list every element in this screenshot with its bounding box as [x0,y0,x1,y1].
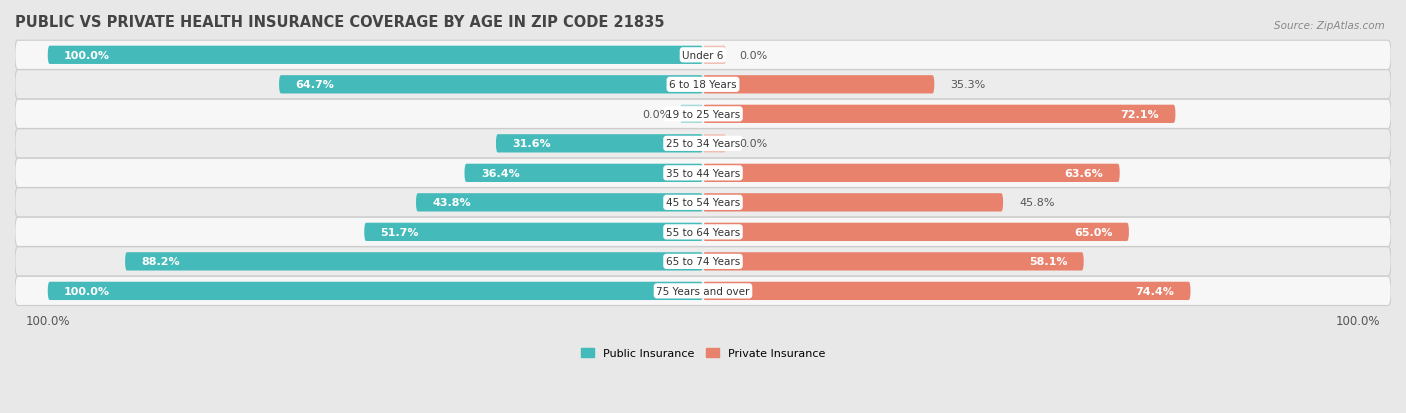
FancyBboxPatch shape [464,164,703,183]
FancyBboxPatch shape [48,282,703,300]
FancyBboxPatch shape [15,71,1391,100]
FancyBboxPatch shape [364,223,703,242]
Text: 31.6%: 31.6% [512,139,551,149]
FancyBboxPatch shape [15,129,1391,159]
Text: 72.1%: 72.1% [1121,109,1159,119]
Text: 6 to 18 Years: 6 to 18 Years [669,80,737,90]
FancyBboxPatch shape [703,135,725,153]
FancyBboxPatch shape [15,277,1391,306]
FancyBboxPatch shape [15,218,1391,247]
Text: 100.0%: 100.0% [65,286,110,296]
FancyBboxPatch shape [703,282,1191,300]
FancyBboxPatch shape [48,47,703,65]
Text: 55 to 64 Years: 55 to 64 Years [666,227,740,237]
FancyBboxPatch shape [15,100,1391,129]
Text: 45.8%: 45.8% [1019,198,1054,208]
Legend: Public Insurance, Private Insurance: Public Insurance, Private Insurance [576,344,830,363]
Text: 88.2%: 88.2% [142,257,180,267]
Text: 58.1%: 58.1% [1029,257,1067,267]
FancyBboxPatch shape [15,247,1391,276]
Text: 75 Years and over: 75 Years and over [657,286,749,296]
Text: 19 to 25 Years: 19 to 25 Years [666,109,740,119]
Text: 25 to 34 Years: 25 to 34 Years [666,139,740,149]
FancyBboxPatch shape [703,105,1175,123]
FancyBboxPatch shape [703,223,1129,242]
Text: 43.8%: 43.8% [433,198,471,208]
Text: Under 6: Under 6 [682,51,724,61]
Text: 0.0%: 0.0% [740,139,768,149]
FancyBboxPatch shape [703,194,1002,212]
Text: 65.0%: 65.0% [1074,227,1112,237]
FancyBboxPatch shape [125,253,703,271]
Text: 64.7%: 64.7% [295,80,335,90]
FancyBboxPatch shape [278,76,703,94]
Text: Source: ZipAtlas.com: Source: ZipAtlas.com [1274,21,1385,31]
Text: 35 to 44 Years: 35 to 44 Years [666,169,740,178]
FancyBboxPatch shape [496,135,703,153]
FancyBboxPatch shape [681,105,703,123]
Text: 0.0%: 0.0% [740,51,768,61]
Text: 63.6%: 63.6% [1064,169,1104,178]
Text: 65 to 74 Years: 65 to 74 Years [666,257,740,267]
FancyBboxPatch shape [15,41,1391,70]
Text: 100.0%: 100.0% [65,51,110,61]
Text: 45 to 54 Years: 45 to 54 Years [666,198,740,208]
Text: PUBLIC VS PRIVATE HEALTH INSURANCE COVERAGE BY AGE IN ZIP CODE 21835: PUBLIC VS PRIVATE HEALTH INSURANCE COVER… [15,15,665,30]
FancyBboxPatch shape [703,76,935,94]
Text: 51.7%: 51.7% [381,227,419,237]
Text: 74.4%: 74.4% [1135,286,1174,296]
Text: 35.3%: 35.3% [950,80,986,90]
FancyBboxPatch shape [703,253,1084,271]
Text: 36.4%: 36.4% [481,169,520,178]
FancyBboxPatch shape [703,164,1119,183]
FancyBboxPatch shape [703,47,725,65]
Text: 0.0%: 0.0% [643,109,671,119]
FancyBboxPatch shape [416,194,703,212]
FancyBboxPatch shape [15,188,1391,217]
FancyBboxPatch shape [15,159,1391,188]
